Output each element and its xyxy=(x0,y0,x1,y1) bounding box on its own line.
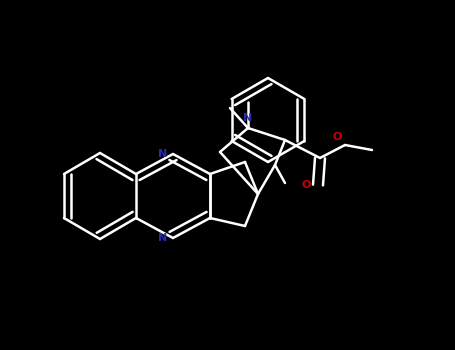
Text: O: O xyxy=(301,180,311,190)
Text: O: O xyxy=(332,132,342,142)
Text: N: N xyxy=(158,233,167,243)
Text: N: N xyxy=(243,113,253,123)
Text: N: N xyxy=(158,149,167,159)
